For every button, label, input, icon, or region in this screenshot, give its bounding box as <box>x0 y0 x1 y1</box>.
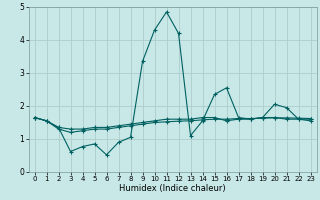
X-axis label: Humidex (Indice chaleur): Humidex (Indice chaleur) <box>119 184 226 193</box>
